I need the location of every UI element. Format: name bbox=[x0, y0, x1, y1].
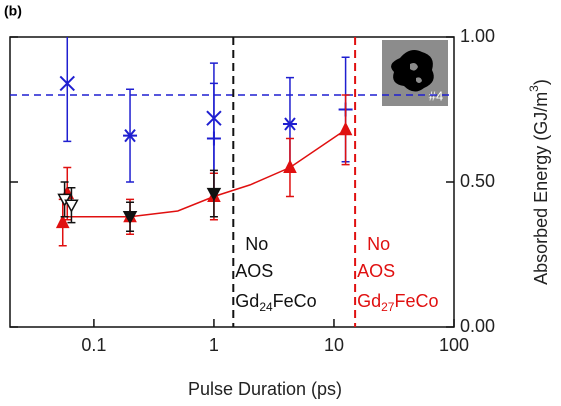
marker-x bbox=[206, 110, 222, 126]
inset-domain bbox=[391, 50, 434, 92]
y-tick-label: 0.00 bbox=[460, 316, 495, 336]
marker-triangle-down bbox=[206, 187, 222, 202]
inset-label: #4 bbox=[429, 88, 443, 103]
inset: #4 bbox=[382, 40, 448, 106]
x-axis-label: Pulse Duration (ps) bbox=[188, 379, 342, 399]
y-label-sup: 3 bbox=[527, 85, 541, 92]
y-tick-label: 0.50 bbox=[460, 171, 495, 191]
marker-triangle-down bbox=[122, 211, 138, 225]
marker-asterisk bbox=[123, 128, 138, 143]
x-tick-label: 1 bbox=[209, 335, 219, 355]
annotation-formula: Gd24FeCo bbox=[235, 291, 316, 314]
inset-hole bbox=[410, 63, 422, 83]
fit-line bbox=[62, 129, 347, 218]
formula-part: FeCo bbox=[394, 291, 438, 311]
marker-triangle bbox=[338, 121, 353, 136]
x-tick-label: 100 bbox=[439, 335, 469, 355]
annotation-line: AOS bbox=[235, 261, 273, 281]
panel-label: (b) bbox=[4, 3, 22, 19]
marker-triangle-down bbox=[64, 199, 79, 213]
formula-subscript: 24 bbox=[259, 300, 273, 314]
annotation-line: No bbox=[245, 234, 268, 254]
marker-triangle bbox=[283, 159, 297, 173]
y-axis-label: Absorbed Energy (GJ/m3) bbox=[527, 79, 551, 285]
marker-plus bbox=[206, 131, 221, 146]
formula-part: Gd bbox=[357, 291, 381, 311]
y-tick-label: 1.00 bbox=[460, 26, 495, 46]
y-label-end: ) bbox=[531, 79, 551, 85]
plot-area bbox=[10, 37, 454, 327]
x-tick-label: 0.1 bbox=[81, 335, 106, 355]
formula-part: FeCo bbox=[273, 291, 317, 311]
y-label-text: Absorbed Energy (GJ/m bbox=[531, 92, 551, 285]
annotation-line: No bbox=[367, 234, 390, 254]
annotation-line: AOS bbox=[357, 261, 395, 281]
formula-subscript: 27 bbox=[381, 300, 395, 314]
x-tick-label: 10 bbox=[324, 335, 344, 355]
annotation-formula: Gd27FeCo bbox=[357, 291, 438, 314]
marker-triangle bbox=[55, 214, 70, 229]
marker-asterisk bbox=[282, 117, 297, 131]
marker-x bbox=[59, 75, 75, 92]
formula-part: Gd bbox=[235, 291, 259, 311]
